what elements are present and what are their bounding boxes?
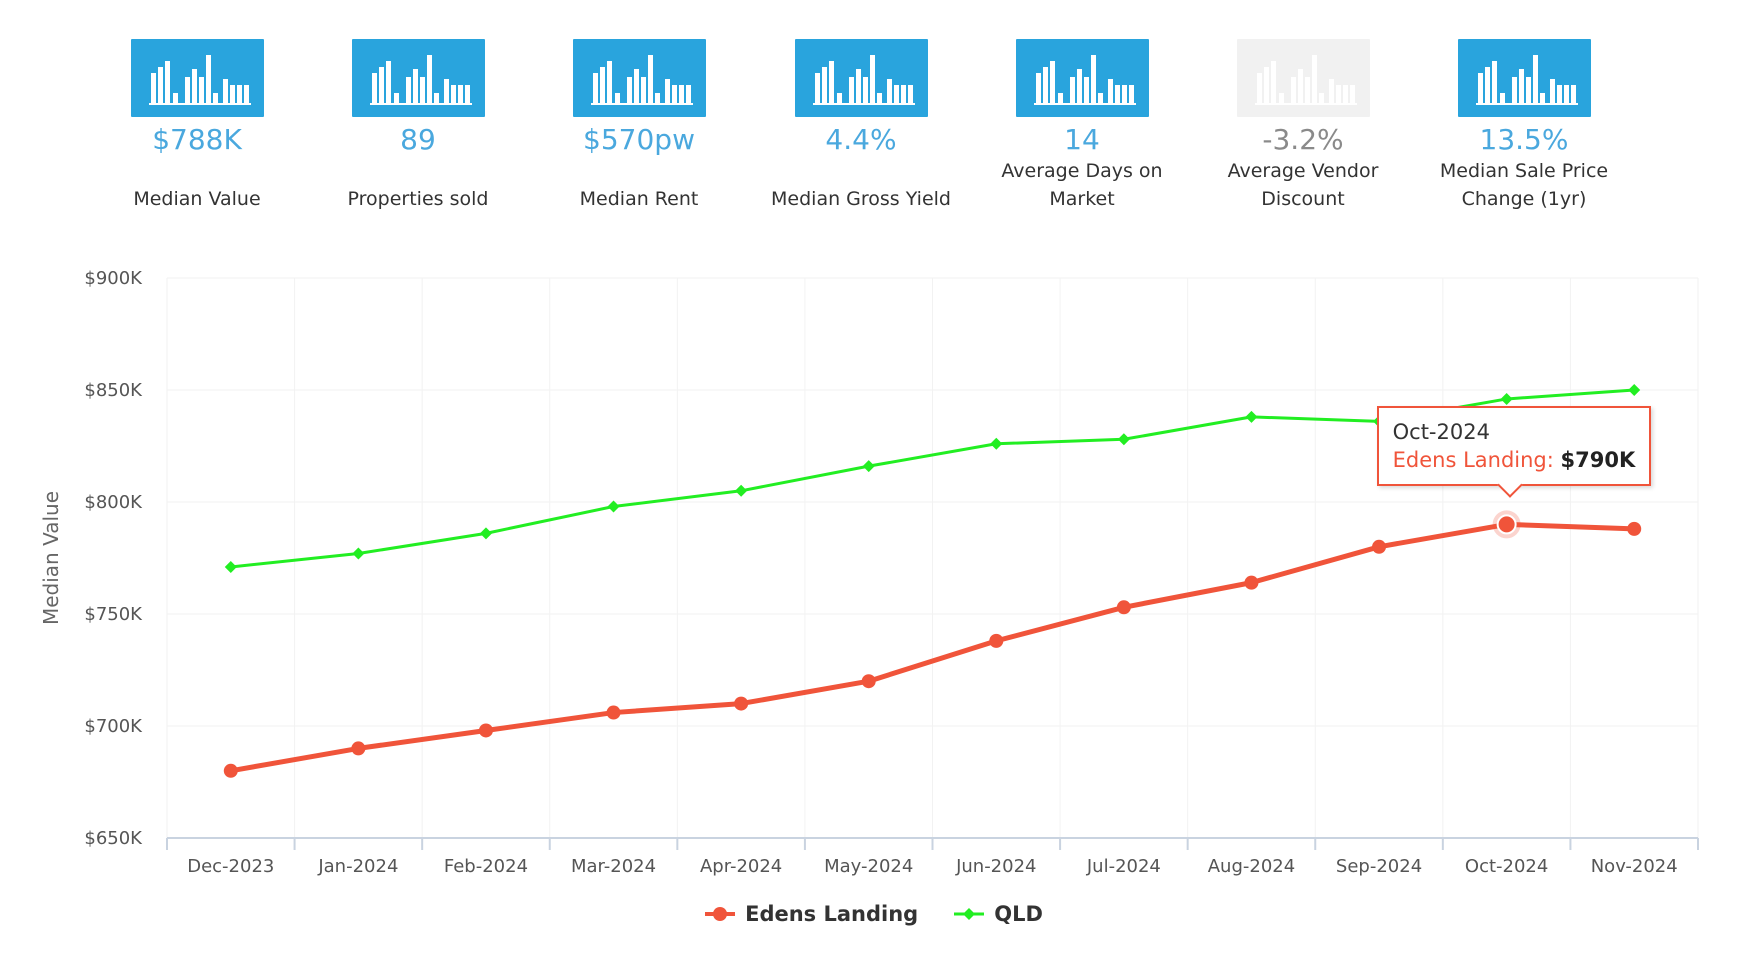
data-point-edens-landing bbox=[734, 696, 749, 711]
data-point-edens-landing bbox=[861, 674, 876, 689]
x-tick-label: Apr-2024 bbox=[700, 856, 782, 877]
stat-label: Median Gross Yield bbox=[771, 188, 951, 210]
y-tick-label: $750K bbox=[84, 604, 143, 625]
tooltip-value: $790K bbox=[1560, 448, 1636, 473]
legend-circle-marker-icon bbox=[705, 907, 736, 921]
stat-value: 4.4% bbox=[825, 123, 897, 156]
x-tick-label: Jul-2024 bbox=[1086, 856, 1161, 877]
y-tick-label: $800K bbox=[84, 492, 143, 513]
x-tick-label: Jan-2024 bbox=[317, 856, 398, 877]
bar-chart-icon bbox=[1457, 39, 1591, 117]
data-point-edens-landing bbox=[223, 763, 238, 778]
stats-bar: $788K Median Value 89 Properties sold $570pw… bbox=[0, 0, 1748, 230]
chart-tooltip: Oct-2024 Edens Landing: $790K bbox=[1376, 406, 1652, 499]
stat-value: 13.5% bbox=[1479, 123, 1569, 156]
data-point-qld bbox=[224, 560, 237, 573]
bar-chart-icon bbox=[130, 39, 264, 117]
data-point-qld bbox=[1245, 410, 1258, 423]
x-tick-label: Mar-2024 bbox=[571, 856, 656, 877]
tooltip-series: Edens Landing bbox=[1392, 448, 1547, 473]
stat-card: 14 Average Days on Market bbox=[967, 39, 1197, 213]
stat-value: 89 bbox=[400, 123, 436, 156]
stat-label: Average Days on Market bbox=[1001, 160, 1163, 210]
tooltip-body: Edens Landing: $790K bbox=[1393, 446, 1636, 474]
stat-label: Average Vendor Discount bbox=[1227, 160, 1379, 210]
stat-card: 4.4% Median Gross Yield bbox=[746, 39, 976, 213]
data-point-edens-landing bbox=[989, 633, 1004, 648]
bar-chart-icon bbox=[572, 39, 706, 117]
stat-card: $788K Median Value bbox=[82, 39, 312, 213]
x-tick-label: Feb-2024 bbox=[444, 856, 528, 877]
stat-card: 13.5% Median Sale Price Change (1yr) bbox=[1409, 39, 1639, 213]
stat-value: $570pw bbox=[583, 123, 695, 156]
x-tick-label: May-2024 bbox=[824, 856, 913, 877]
data-point-edens-landing bbox=[1116, 600, 1131, 615]
data-point-qld bbox=[1628, 384, 1641, 396]
data-point-edens-landing bbox=[1627, 521, 1642, 536]
legend-item[interactable]: QLD bbox=[954, 902, 1043, 926]
data-point-qld bbox=[1500, 392, 1513, 405]
x-tick-label: Oct-2024 bbox=[1465, 856, 1548, 877]
bar-chart-icon bbox=[794, 39, 928, 117]
stat-label: Properties sold bbox=[347, 188, 489, 210]
legend-diamond-marker-icon bbox=[954, 908, 985, 920]
tooltip-colon: : bbox=[1546, 448, 1561, 473]
x-tick-label: Nov-2024 bbox=[1591, 856, 1678, 877]
data-point-edens-landing bbox=[1244, 575, 1259, 590]
highlight-point bbox=[1496, 514, 1517, 535]
y-axis-title: Median Value bbox=[39, 491, 63, 625]
x-tick-label: Dec-2023 bbox=[187, 856, 274, 877]
legend-item[interactable]: Edens Landing bbox=[705, 902, 918, 926]
tooltip-title: Oct-2024 bbox=[1392, 420, 1490, 445]
series-line-edens-landing bbox=[230, 521, 1635, 774]
y-tick-label: $850K bbox=[84, 380, 143, 401]
data-point-qld bbox=[607, 500, 620, 513]
stat-value: $788K bbox=[152, 123, 242, 156]
stat-card: 89 Properties sold bbox=[303, 39, 533, 213]
data-point-edens-landing bbox=[1372, 539, 1387, 554]
stat-label: Median Sale Price Change (1yr) bbox=[1439, 160, 1609, 210]
median-value-chart: $650K $700K $750K $800K $850K $900K Dec-2023 Ja… bbox=[0, 230, 1748, 976]
data-point-qld bbox=[990, 437, 1003, 450]
stat-value: -3.2% bbox=[1262, 123, 1344, 156]
stat-value: 14 bbox=[1064, 123, 1100, 156]
data-point-qld bbox=[1117, 433, 1130, 446]
legend-label: QLD bbox=[994, 902, 1043, 926]
y-tick-label: $700K bbox=[84, 716, 143, 737]
bar-chart-icon bbox=[1015, 39, 1149, 117]
stat-card: $570pw Median Rent bbox=[524, 39, 754, 213]
chart-legend: Edens Landing QLD bbox=[0, 902, 1748, 927]
y-tick-label: $650K bbox=[84, 828, 143, 849]
data-point-edens-landing bbox=[478, 723, 493, 738]
x-tick-label: Sep-2024 bbox=[1336, 856, 1422, 877]
y-tick-label: $900K bbox=[84, 268, 143, 289]
x-tick-label: Jun-2024 bbox=[955, 856, 1036, 877]
bar-chart-icon bbox=[351, 39, 485, 117]
line-chart-svg: $650K $700K $750K $800K $850K $900K Dec-2023 Ja… bbox=[39, 268, 1699, 877]
legend-label: Edens Landing bbox=[745, 902, 919, 926]
data-point-qld bbox=[862, 460, 875, 473]
data-point-qld bbox=[735, 484, 748, 497]
data-point-edens-landing bbox=[351, 741, 366, 756]
stat-label: Median Value bbox=[133, 188, 261, 210]
data-point-edens-landing bbox=[606, 705, 621, 720]
stat-card: -3.2% Average Vendor Discount bbox=[1188, 39, 1418, 213]
data-point-qld bbox=[352, 547, 365, 560]
data-point-qld bbox=[479, 527, 492, 540]
x-tick-label: Aug-2024 bbox=[1208, 856, 1295, 877]
stat-label: Median Rent bbox=[579, 188, 699, 210]
bar-chart-icon bbox=[1236, 39, 1370, 117]
